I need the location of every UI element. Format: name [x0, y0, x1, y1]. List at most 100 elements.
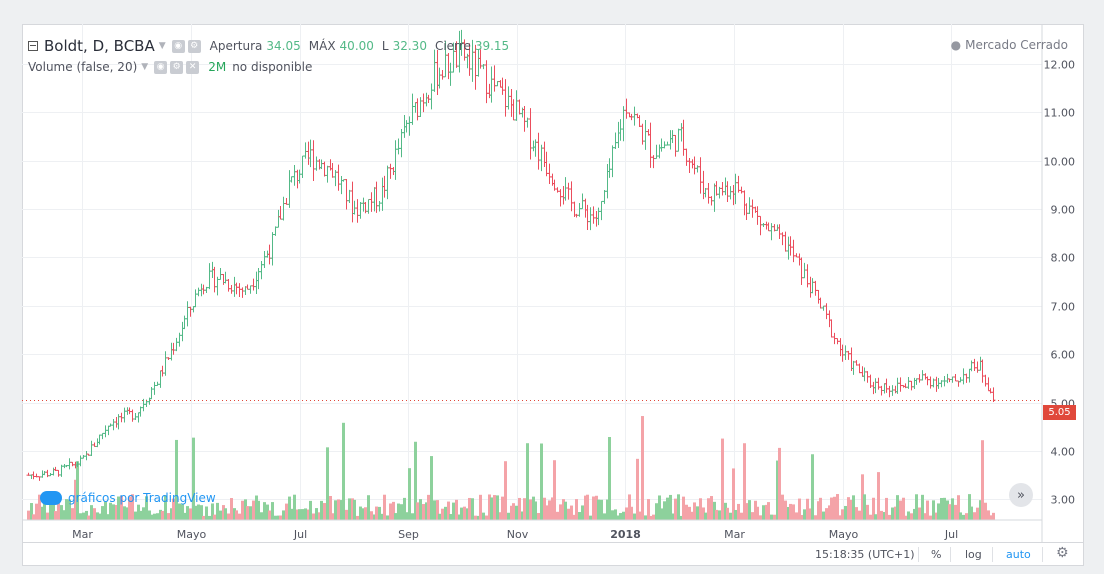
volume-bar — [926, 500, 929, 520]
volume-bar — [296, 509, 299, 520]
candle — [967, 368, 972, 383]
volume-bar — [745, 503, 748, 520]
gear-icon[interactable]: ⚙ — [170, 60, 184, 74]
volume-bar — [137, 504, 140, 520]
close-icon[interactable]: ✕ — [186, 60, 200, 74]
settings-gear-icon[interactable]: ⚙ — [1056, 545, 1069, 561]
eye-icon[interactable]: ◉ — [171, 39, 185, 53]
volume-bar — [63, 510, 66, 520]
volume-bar — [367, 495, 370, 520]
volume-bar — [910, 513, 913, 520]
volume-bar — [233, 508, 236, 520]
volume-bar — [441, 508, 444, 520]
volume-bar — [205, 506, 208, 520]
candle — [136, 412, 141, 423]
chevron-down-icon[interactable]: ▼ — [158, 41, 166, 51]
main-legend: Boldt, D, BCBA ▼ ◉ ⚙ Apertura 34.05 MÁX … — [28, 37, 517, 55]
candle — [248, 285, 253, 294]
volume-bar — [197, 504, 200, 520]
cloud-logo-icon — [40, 491, 62, 505]
volume-bar — [693, 502, 696, 520]
volume-bar — [740, 512, 743, 520]
volume-bar — [518, 497, 521, 520]
volume-bar — [822, 511, 825, 520]
volume-bar — [776, 460, 779, 520]
y-tick-label: 7.00 — [1051, 301, 1076, 314]
auto-scale-button[interactable]: auto — [1006, 548, 1031, 561]
volume-bar — [655, 503, 658, 520]
volume-bar — [194, 505, 197, 520]
volume-bar — [82, 512, 85, 520]
gear-icon[interactable]: ⚙ — [187, 39, 201, 53]
volume-bar — [131, 494, 134, 520]
tradingview-watermark[interactable]: gráficos por TradingView — [40, 491, 216, 505]
volume-bar — [458, 514, 461, 520]
scroll-to-realtime-button[interactable]: » — [1009, 483, 1033, 507]
candle — [986, 377, 991, 392]
chevron-down-icon[interactable]: ▼ — [141, 62, 149, 72]
collapse-icon[interactable] — [28, 41, 38, 51]
volume-bar — [142, 507, 145, 520]
y-tick-label: 9.00 — [1051, 204, 1076, 217]
candle — [498, 80, 503, 88]
volume-bar — [852, 495, 855, 520]
volume-bar — [756, 506, 759, 520]
volume-bar — [841, 509, 844, 520]
volume-bar — [789, 503, 792, 520]
percent-scale-button[interactable]: % — [931, 548, 942, 561]
volume-bar — [145, 496, 148, 520]
candle — [111, 419, 116, 431]
volume-bar — [839, 515, 842, 520]
candle — [500, 77, 505, 95]
candle — [783, 231, 788, 252]
volume-bar — [603, 513, 606, 520]
symbol-title[interactable]: Boldt, D, BCBA — [44, 37, 155, 55]
timezone[interactable]: (UTC+1) — [867, 548, 915, 561]
candle — [212, 266, 217, 293]
volume-bar — [940, 497, 943, 520]
candle — [843, 345, 848, 360]
volume-bar — [238, 513, 241, 520]
candle — [953, 373, 958, 382]
candle — [234, 282, 239, 295]
volume-title[interactable]: Volume (false, 20) — [28, 60, 138, 74]
volume-bar — [38, 494, 41, 520]
volume-bar — [449, 514, 452, 520]
volume-bar — [929, 515, 932, 520]
volume-bar — [52, 502, 55, 520]
candle — [237, 283, 242, 298]
volume-bar — [397, 503, 400, 520]
candle — [528, 108, 533, 160]
volume-bar — [246, 506, 249, 520]
log-scale-button[interactable]: log — [965, 548, 982, 561]
volume-bar — [537, 513, 540, 520]
volume-bar — [830, 497, 833, 520]
candle — [174, 337, 179, 352]
candle — [314, 156, 319, 171]
volume-bar — [663, 501, 666, 520]
volume-bar — [482, 512, 485, 520]
volume-bar — [850, 499, 853, 520]
volume-bar — [792, 504, 795, 520]
volume-bar — [120, 495, 123, 520]
candle — [182, 315, 187, 330]
volume-bar — [96, 512, 99, 520]
volume-bar — [946, 500, 949, 520]
candle — [862, 367, 867, 382]
volume-bar — [282, 510, 285, 520]
low-label: L — [381, 39, 389, 53]
volume-bar — [767, 502, 770, 520]
volume-bar — [636, 458, 639, 520]
volume-bar — [713, 501, 716, 520]
candle — [909, 380, 914, 391]
candle — [912, 377, 917, 390]
volume-bar — [589, 515, 592, 520]
candle — [895, 377, 900, 394]
eye-icon[interactable]: ◉ — [154, 60, 168, 74]
volume-bar — [403, 497, 406, 520]
volume-bar — [795, 512, 798, 520]
candle — [358, 201, 363, 219]
volume-bar — [778, 447, 781, 520]
candle — [245, 284, 250, 290]
